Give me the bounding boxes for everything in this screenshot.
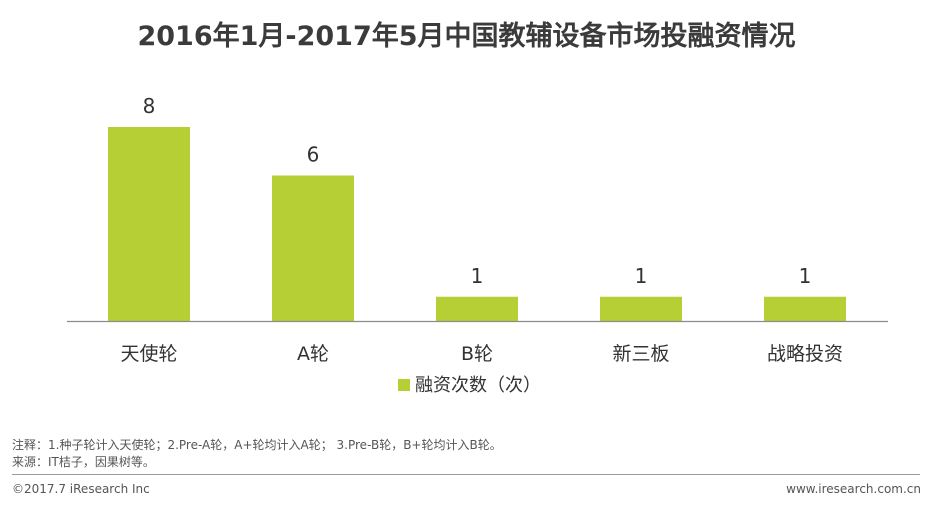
bar <box>108 127 190 321</box>
legend-label: 融资次数（次） <box>415 375 541 396</box>
bar-value-label: 1 <box>635 264 648 288</box>
bar-value-label: 8 <box>143 94 156 118</box>
bars-group <box>108 127 846 321</box>
category-label: A轮 <box>297 343 329 365</box>
legend: 融资次数（次） <box>398 375 541 396</box>
notes: 注释：1.种子轮计入天使轮；2.Pre-A轮，A+轮均计入A轮； 3.Pre-B… <box>12 437 502 471</box>
bar <box>600 296 682 321</box>
category-label: 天使轮 <box>120 343 177 365</box>
bar-chart: 8 6 1 1 1 天使轮 A轮 B轮 新三板 战略投资 融资次数（次） <box>67 94 888 396</box>
category-labels-group: 天使轮 A轮 B轮 新三板 战略投资 <box>120 343 843 365</box>
chart-title: 2016年1月-2017年5月中国教辅设备市场投融资情况 <box>137 21 796 52</box>
bar <box>764 296 846 321</box>
category-label: 新三板 <box>612 343 669 365</box>
bar <box>436 296 518 321</box>
footer-divider <box>12 474 920 475</box>
bar-value-label: 1 <box>799 264 812 288</box>
copyright-text: ©2017.7 iResearch Inc <box>12 482 150 496</box>
category-label: 战略投资 <box>767 343 843 365</box>
bar-value-label: 6 <box>307 143 320 167</box>
note-line: 注释：1.种子轮计入天使轮；2.Pre-A轮，A+轮均计入A轮； 3.Pre-B… <box>12 438 502 452</box>
value-labels-group: 8 6 1 1 1 <box>143 94 812 288</box>
bar-value-label: 1 <box>471 264 484 288</box>
source-line: 来源：IT桔子，因果树等。 <box>12 455 155 469</box>
category-label: B轮 <box>461 343 493 365</box>
bar <box>272 175 354 321</box>
website-text: www.iresearch.com.cn <box>786 482 921 496</box>
legend-swatch <box>398 379 410 391</box>
